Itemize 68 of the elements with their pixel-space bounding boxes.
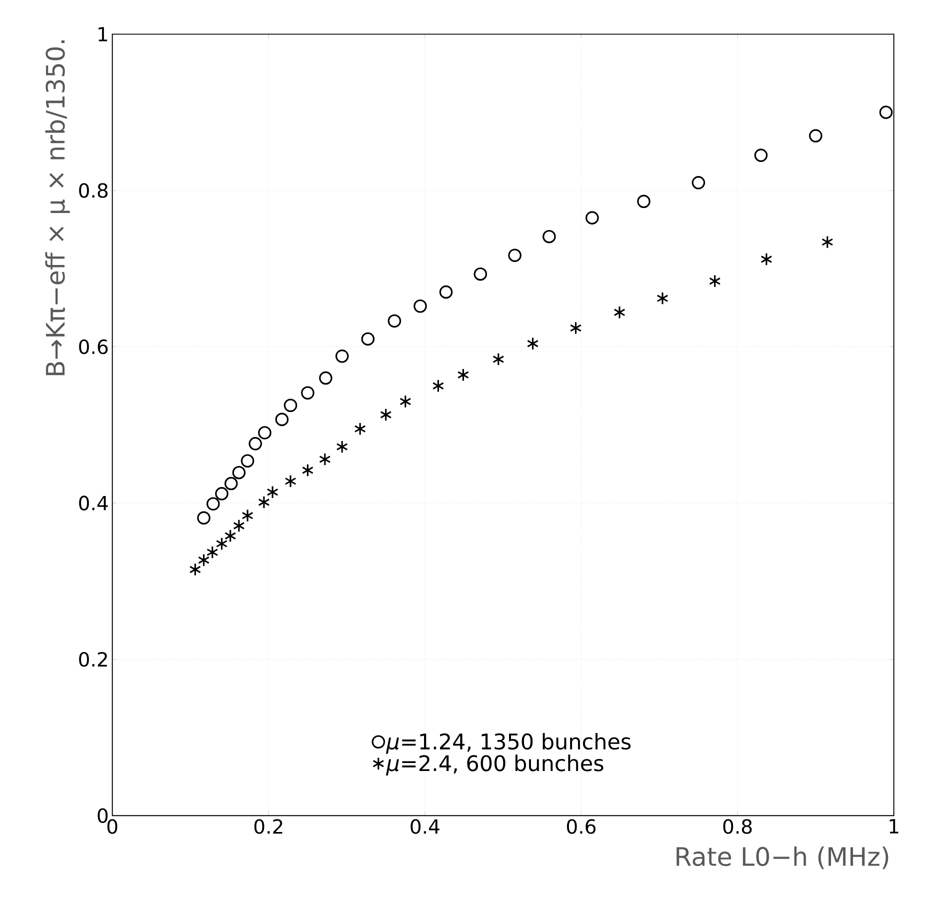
y-tick-label: 0.8 [79, 183, 108, 198]
x-tick-label: 0.2 [254, 819, 282, 834]
x-tick-label: 0 [107, 819, 118, 834]
y-tick-label: 1 [98, 27, 108, 42]
point [319, 452, 331, 466]
y-tick-label: 0.2 [79, 652, 107, 667]
point [224, 476, 238, 490]
x-axis-title: Rate L0−h (MHz) [676, 846, 888, 870]
point [206, 497, 220, 510]
point [258, 426, 272, 440]
y-axis-title: B→Kπ−eff × μ × nrb/1350. [45, 40, 70, 376]
point [335, 349, 349, 363]
point [206, 546, 218, 559]
point [301, 386, 314, 400]
point [380, 408, 392, 422]
point [284, 398, 298, 412]
point [439, 285, 453, 299]
point [809, 129, 822, 142]
point [232, 466, 246, 480]
point [474, 267, 488, 281]
point [233, 519, 245, 532]
point [614, 306, 626, 319]
point [275, 412, 289, 426]
point [189, 562, 202, 576]
point [224, 529, 236, 542]
y-tick-label: 0.4 [79, 496, 108, 510]
point [242, 508, 254, 522]
point [197, 511, 210, 525]
point [508, 248, 522, 262]
point [760, 252, 772, 266]
point [542, 230, 556, 244]
legend-label: μ=1.24, 1350 bunches [386, 732, 631, 754]
point [656, 292, 668, 305]
legend-label: μ=2.4, 600 bunches [386, 754, 604, 776]
point [258, 496, 270, 509]
point [822, 235, 834, 249]
point [354, 422, 366, 436]
point [388, 314, 402, 328]
point [692, 176, 706, 190]
point [248, 436, 262, 450]
point [414, 299, 427, 313]
point [361, 332, 375, 346]
x-tick-label: 0.6 [566, 819, 596, 834]
point [240, 454, 254, 468]
point [526, 336, 539, 350]
x-tick-label: 0.4 [410, 819, 440, 834]
y-tick-label: 0.6 [79, 339, 108, 354]
point [708, 274, 721, 288]
point [586, 211, 599, 224]
x-tick-label: 1 [890, 819, 898, 834]
y-tick-label: 0 [98, 808, 108, 823]
point [492, 352, 504, 366]
point [284, 474, 296, 488]
point [570, 321, 582, 335]
point [400, 394, 412, 408]
point [216, 537, 228, 550]
point [266, 485, 278, 499]
x-tick-label: 0.8 [723, 819, 752, 834]
point [637, 194, 650, 208]
point [198, 553, 210, 567]
point [754, 148, 768, 162]
point [319, 371, 332, 385]
point [457, 368, 470, 382]
point [879, 106, 893, 119]
point [432, 379, 444, 392]
point [302, 464, 314, 477]
point [336, 440, 348, 454]
point [215, 486, 228, 500]
